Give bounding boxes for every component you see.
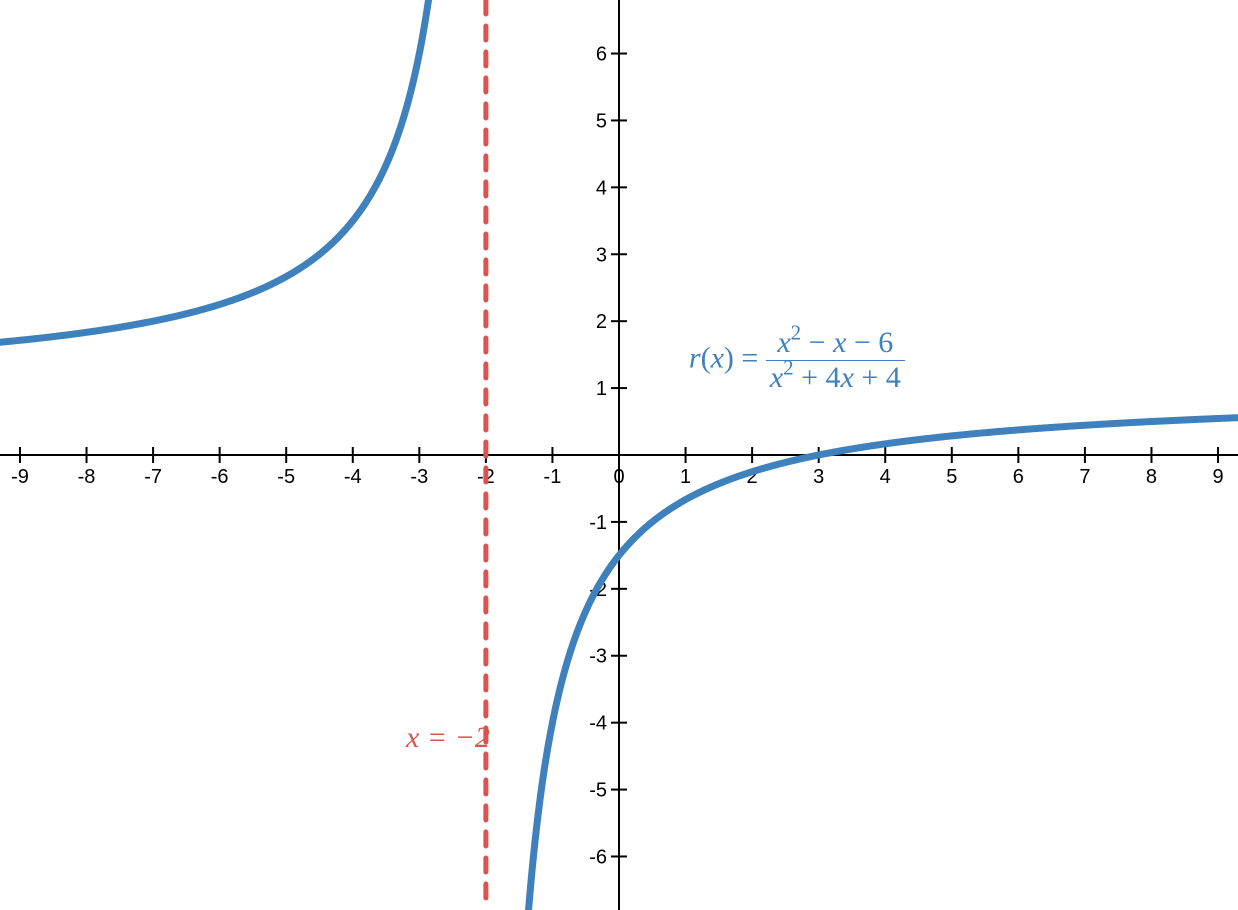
x-tick-label: 5 (946, 466, 957, 488)
rational-function-plot: -9-8-7-6-5-4-3-2-10123456789-6-5-4-3-2-1… (0, 0, 1238, 910)
x-tick-label: 9 (1212, 466, 1223, 488)
x-tick-label: -9 (11, 466, 29, 488)
y-tick-label: 4 (596, 177, 607, 199)
x-tick-label: 0 (613, 466, 624, 488)
x-tick-label: -5 (277, 466, 295, 488)
x-tick-label: -3 (410, 466, 428, 488)
y-tick-label: 2 (596, 311, 607, 333)
function-label-prefix-r: r (689, 341, 701, 374)
y-tick-label: 3 (596, 244, 607, 266)
asymptote-label-value: −2 (455, 721, 490, 754)
y-tick-label: 5 (596, 110, 607, 132)
x-tick-label: 3 (813, 466, 824, 488)
x-tick-label: 1 (680, 466, 691, 488)
y-tick-label: -4 (589, 713, 607, 735)
x-tick-label: -8 (78, 466, 96, 488)
x-tick-label: -7 (144, 466, 162, 488)
x-tick-label: -6 (211, 466, 229, 488)
x-tick-label: 7 (1079, 466, 1090, 488)
y-tick-label: -6 (589, 846, 607, 868)
asymptote-label-var: x (406, 721, 419, 754)
x-tick-label: 4 (880, 466, 891, 488)
y-tick-label: 6 (596, 44, 607, 66)
function-label: r(x) = x2 − x − 6x2 + 4x + 4 (689, 328, 905, 393)
y-tick-label: -5 (589, 780, 607, 802)
function-label-prefix-arg: x (711, 341, 724, 374)
function-label-fraction: x2 − x − 6x2 + 4x + 4 (766, 328, 905, 393)
x-tick-label: -1 (544, 466, 562, 488)
asymptote-label: x = −2 (406, 723, 490, 753)
x-tick-label: 8 (1146, 466, 1157, 488)
x-tick-label: 6 (1013, 466, 1024, 488)
y-tick-label: -3 (589, 646, 607, 668)
chart-svg: -9-8-7-6-5-4-3-2-10123456789-6-5-4-3-2-1… (0, 0, 1238, 910)
x-tick-label: -4 (344, 466, 362, 488)
y-tick-label: 1 (596, 378, 607, 400)
y-tick-label: -1 (589, 512, 607, 534)
